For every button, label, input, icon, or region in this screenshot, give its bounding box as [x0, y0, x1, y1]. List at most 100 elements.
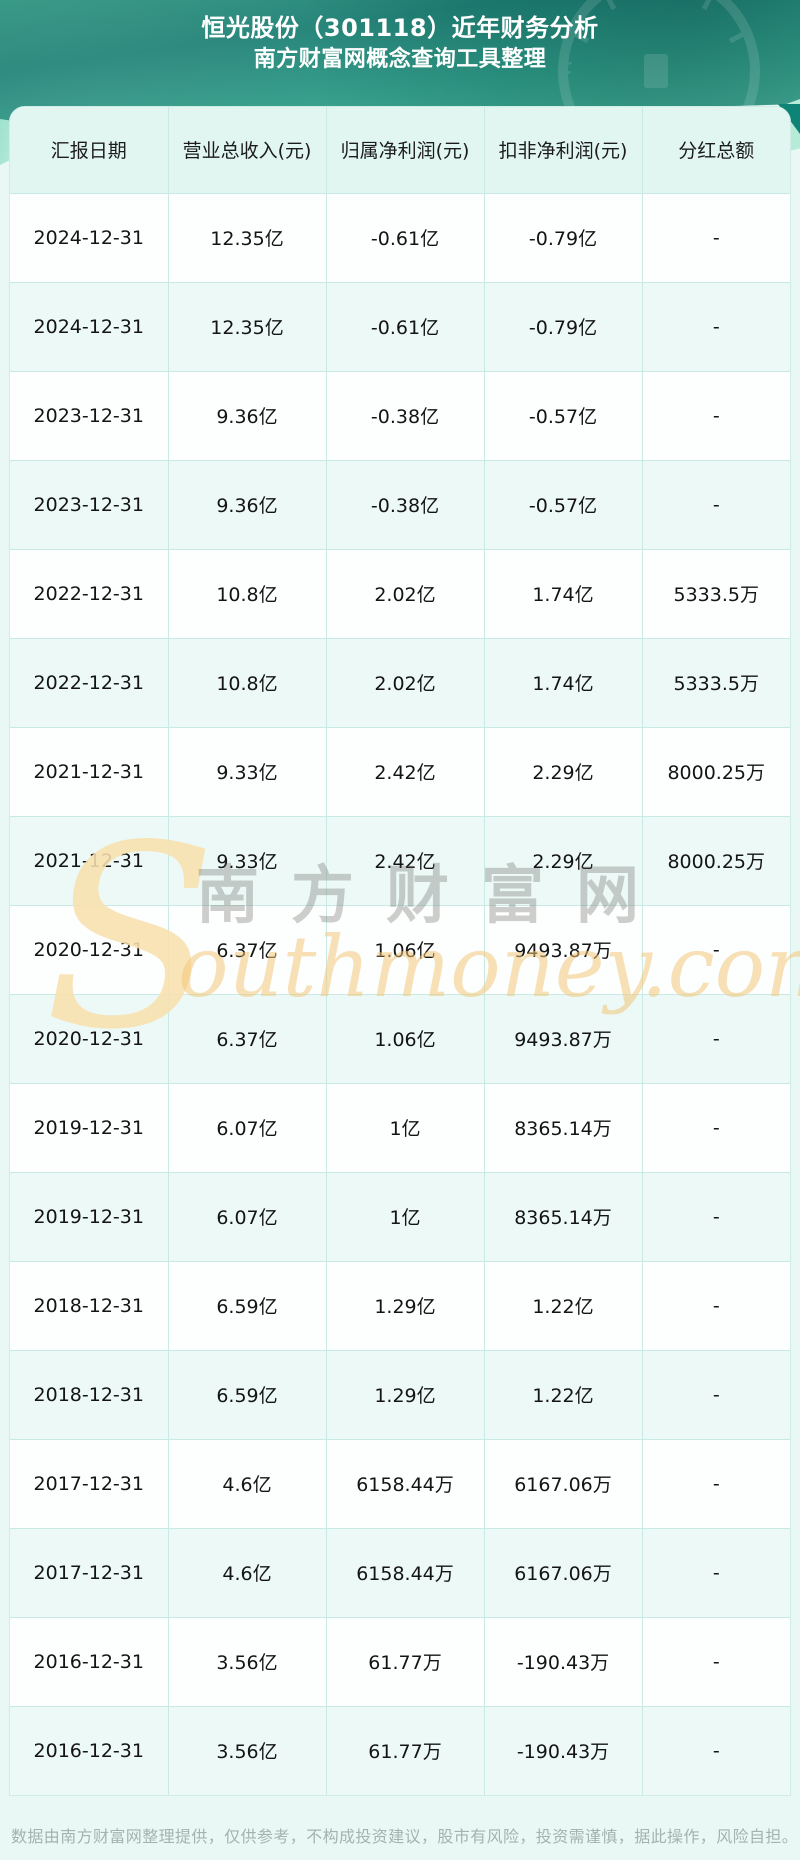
table-cell: 2.29亿 [483, 815, 642, 905]
table-cell: 8365.14万 [483, 1082, 642, 1172]
table-cell: - [641, 1171, 790, 1261]
table-row: 2020-12-31 6.37亿 1.06亿 9493.87万 - [10, 993, 790, 1083]
table-row: 2021-12-31 9.33亿 2.42亿 2.29亿 8000.25万 [10, 815, 790, 905]
table-row: 2019-12-31 6.07亿 1亿 8365.14万 - [10, 1082, 790, 1172]
table-cell: 2021-12-31 [10, 815, 168, 905]
table-cell: - [641, 370, 790, 460]
table-cell: 2016-12-31 [10, 1616, 168, 1706]
table-row: 2023-12-31 9.36亿 -0.38亿 -0.57亿 - [10, 370, 790, 460]
table-cell: - [641, 1260, 790, 1350]
table-cell: -0.57亿 [483, 459, 642, 549]
table-header-row: 汇报日期 营业总收入(元) 归属净利润(元) 扣非净利润(元) 分红总额 [10, 107, 790, 193]
disclaimer-text: 数据由南方财富网整理提供，仅供参考，不构成投资建议，股市有风险，投资需谨慎，据此… [11, 1827, 799, 1846]
svg-text:F: F [556, 57, 573, 92]
table-cell: 9493.87万 [483, 993, 642, 1083]
table-cell: -0.57亿 [483, 370, 642, 460]
column-header: 汇报日期 [10, 107, 168, 193]
table-row: 2017-12-31 4.6亿 6158.44万 6167.06万 - [10, 1438, 790, 1528]
table-cell: 3.56亿 [167, 1705, 326, 1795]
table-cell: - [641, 1705, 790, 1795]
column-header: 营业总收入(元) [167, 107, 326, 193]
table-cell: 12.35亿 [167, 281, 326, 371]
page-header: F [0, 0, 800, 128]
table-cell: 2.02亿 [325, 548, 484, 638]
table-cell: 2019-12-31 [10, 1171, 168, 1261]
title-block: 恒光股份（301118）近年财务分析 南方财富网概念查询工具整理 [0, 0, 800, 75]
table-cell: 8365.14万 [483, 1171, 642, 1261]
table-cell: 61.77万 [325, 1705, 484, 1795]
table-cell: 5333.5万 [641, 548, 790, 638]
table-cell: 2018-12-31 [10, 1349, 168, 1439]
table-cell: 8000.25万 [641, 815, 790, 905]
table-cell: 2.42亿 [325, 815, 484, 905]
page-footer: 数据由南方财富网整理提供，仅供参考，不构成投资建议，股市有风险，投资需谨慎，据此… [0, 1814, 800, 1848]
table-cell: 61.77万 [325, 1616, 484, 1706]
table-cell: 2.29亿 [483, 726, 642, 816]
table-cell: 1.74亿 [483, 548, 642, 638]
table-cell: 2023-12-31 [10, 370, 168, 460]
financial-table-card: 汇报日期 营业总收入(元) 归属净利润(元) 扣非净利润(元) 分红总额 2024-12… [9, 106, 791, 1796]
table-cell: 2016-12-31 [10, 1705, 168, 1795]
table-row: 2016-12-31 3.56亿 61.77万 -190.43万 - [10, 1705, 790, 1795]
table-cell: 6.59亿 [167, 1349, 326, 1439]
table-cell: 2020-12-31 [10, 993, 168, 1083]
table-cell: - [641, 1438, 790, 1528]
page-title: 恒光股份（301118）近年财务分析 [201, 14, 599, 42]
table-cell: 6167.06万 [483, 1438, 642, 1528]
table-cell: -0.61亿 [325, 192, 484, 282]
table-row: 2019-12-31 6.07亿 1亿 8365.14万 - [10, 1171, 790, 1261]
table-cell: 6158.44万 [325, 1527, 484, 1617]
table-row: 2021-12-31 9.33亿 2.42亿 2.29亿 8000.25万 [10, 726, 790, 816]
table-cell: 2017-12-31 [10, 1527, 168, 1617]
table-cell: -0.79亿 [483, 281, 642, 371]
page-subtitle: 南方财富网概念查询工具整理 [253, 47, 547, 73]
table-cell: 6.37亿 [167, 993, 326, 1083]
table-cell: 1亿 [325, 1171, 484, 1261]
table-row: 2024-12-31 12.35亿 -0.61亿 -0.79亿 - [10, 192, 790, 282]
table-cell: 2020-12-31 [10, 904, 168, 994]
table-cell: 6.07亿 [167, 1082, 326, 1172]
table-cell: 6158.44万 [325, 1438, 484, 1528]
table-cell: 9.33亿 [167, 726, 326, 816]
table-row: 2018-12-31 6.59亿 1.29亿 1.22亿 - [10, 1349, 790, 1439]
table-cell: 1.06亿 [325, 904, 484, 994]
fuel-gauge-icon: F [556, 0, 760, 128]
table-cell: 1.29亿 [325, 1349, 484, 1439]
table-cell: -190.43万 [483, 1616, 642, 1706]
table-cell: 1.22亿 [483, 1260, 642, 1350]
table-cell: -0.38亿 [325, 370, 484, 460]
table-cell: 1.29亿 [325, 1260, 484, 1350]
table-cell: 9.36亿 [167, 459, 326, 549]
table-cell: 6.37亿 [167, 904, 326, 994]
table-cell: 6.59亿 [167, 1260, 326, 1350]
table-cell: - [641, 1082, 790, 1172]
table-cell: 5333.5万 [641, 637, 790, 727]
table-cell: 6167.06万 [483, 1527, 642, 1617]
financial-table: 汇报日期 营业总收入(元) 归属净利润(元) 扣非净利润(元) 分红总额 2024-12… [10, 107, 790, 1795]
table-cell: 2022-12-31 [10, 548, 168, 638]
table-cell: 2019-12-31 [10, 1082, 168, 1172]
table-row: 2022-12-31 10.8亿 2.02亿 1.74亿 5333.5万 [10, 637, 790, 727]
table-cell: -0.38亿 [325, 459, 484, 549]
table-cell: - [641, 904, 790, 994]
table-cell: 1亿 [325, 1082, 484, 1172]
table-row: 2018-12-31 6.59亿 1.29亿 1.22亿 - [10, 1260, 790, 1350]
table-row: 2023-12-31 9.36亿 -0.38亿 -0.57亿 - [10, 459, 790, 549]
table-cell: 9.36亿 [167, 370, 326, 460]
table-cell: 1.74亿 [483, 637, 642, 727]
table-cell: - [641, 1616, 790, 1706]
table-cell: 12.35亿 [167, 192, 326, 282]
table-cell: -0.79亿 [483, 192, 642, 282]
table-cell: 1.06亿 [325, 993, 484, 1083]
table-cell: 2.42亿 [325, 726, 484, 816]
table-cell: 2023-12-31 [10, 459, 168, 549]
table-cell: 2024-12-31 [10, 281, 168, 371]
table-cell: 6.07亿 [167, 1171, 326, 1261]
table-cell: 2024-12-31 [10, 192, 168, 282]
table-cell: 4.6亿 [167, 1438, 326, 1528]
table-cell: 9.33亿 [167, 815, 326, 905]
table-cell: 10.8亿 [167, 548, 326, 638]
table-row: 2016-12-31 3.56亿 61.77万 -190.43万 - [10, 1616, 790, 1706]
table-cell: 10.8亿 [167, 637, 326, 727]
table-cell: -0.61亿 [325, 281, 484, 371]
